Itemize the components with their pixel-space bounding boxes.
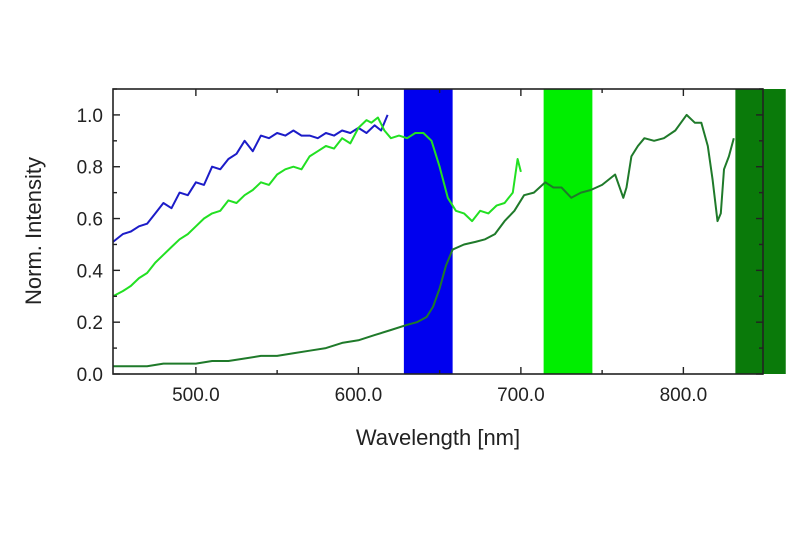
y-tick-label: 0.8 <box>77 158 103 179</box>
x-tick-label: 600.0 <box>335 385 383 406</box>
y-tick-label: 0.0 <box>77 365 103 386</box>
band-0 <box>403 89 453 374</box>
y-tick-label: 0.4 <box>77 261 104 282</box>
series-line-0 <box>112 114 389 243</box>
y-tick-label: 0.2 <box>77 313 103 334</box>
plot-frame <box>112 88 764 375</box>
series-line-1 <box>112 116 522 298</box>
x-tick-labels: 500.0 600.0 700.0 800.0 <box>172 385 707 406</box>
series-line-2 <box>113 113 735 368</box>
y-tick-label: 1.0 <box>77 106 103 127</box>
y-tick-labels: 0.0 0.2 0.4 0.6 0.8 1.0 <box>77 106 104 386</box>
series-lines <box>112 113 735 368</box>
wavelength-bands <box>403 89 786 374</box>
x-tick-label: 700.0 <box>497 385 545 406</box>
x-tick-label: 800.0 <box>660 385 708 406</box>
band-2 <box>735 89 786 374</box>
y-tick-label: 0.6 <box>77 210 103 231</box>
axis-ticks <box>113 88 763 375</box>
x-axis-title: Wavelength [nm] <box>356 425 520 450</box>
x-tick-label: 500.0 <box>172 385 220 406</box>
band-1 <box>543 89 593 374</box>
y-axis-title: Norm. Intensity <box>21 157 46 305</box>
